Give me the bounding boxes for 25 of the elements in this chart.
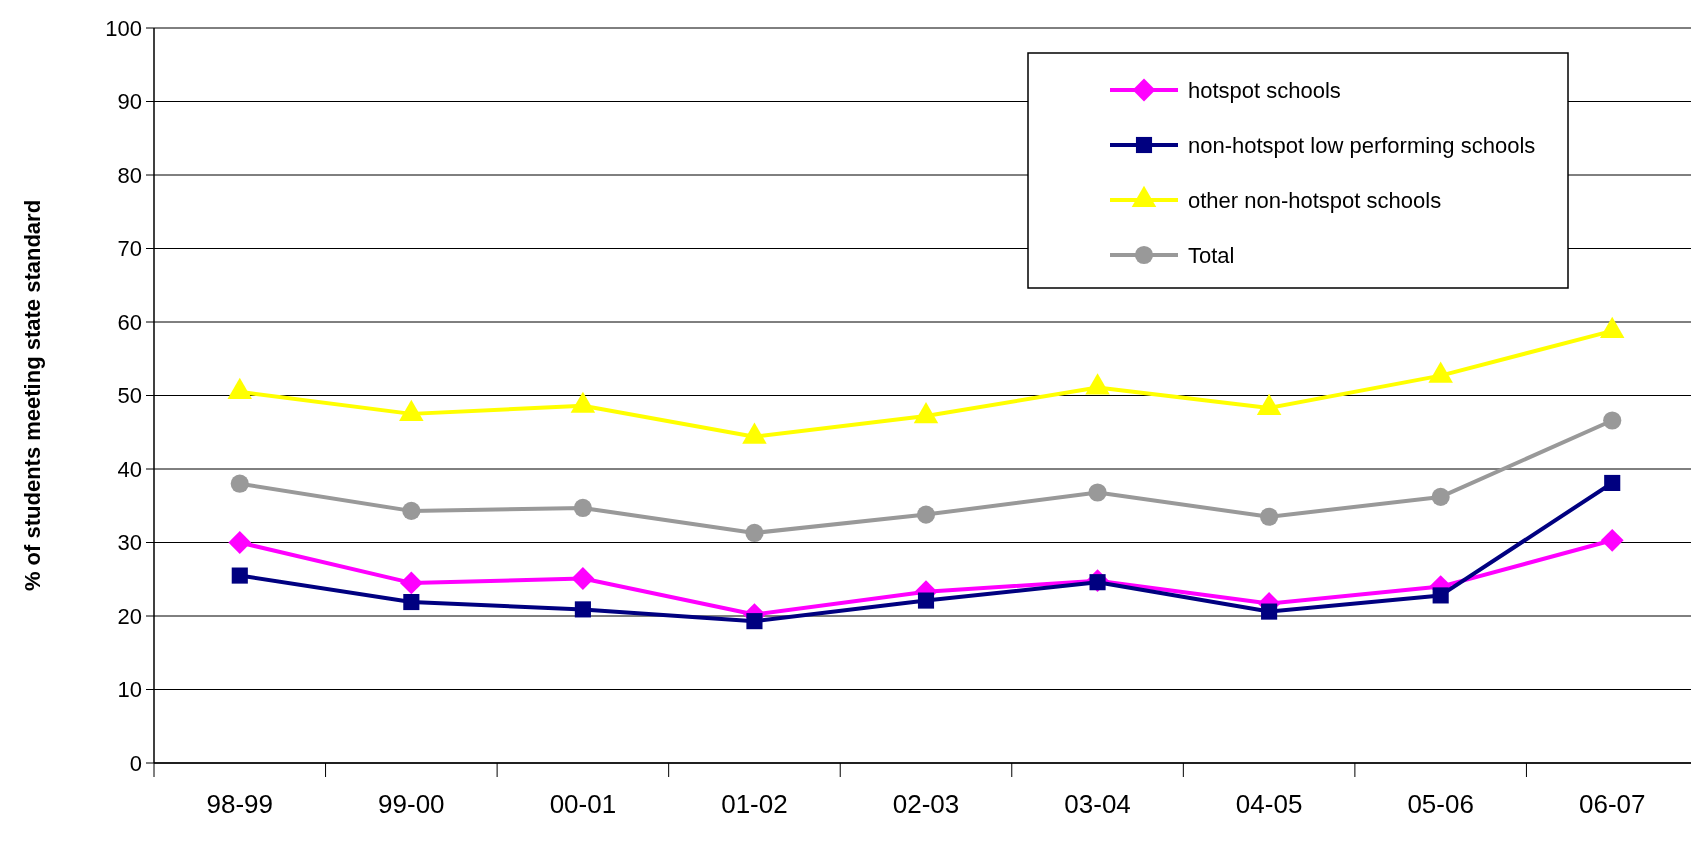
x-tick-label: 04-05 — [1235, 789, 1303, 819]
x-tick-label: 02-03 — [892, 789, 960, 819]
y-tick-label: 40 — [117, 456, 142, 482]
x-tick-label: 98-99 — [206, 789, 274, 819]
y-tick-label: 60 — [117, 309, 142, 335]
x-tick-label: 05-06 — [1407, 789, 1474, 819]
legend-label: Total — [1188, 242, 1235, 268]
y-tick-label: 100 — [105, 15, 142, 41]
x-tick-label: 01-02 — [721, 789, 788, 819]
x-tick-label: 06-07 — [1578, 789, 1646, 819]
y-axis-title: % of students meeting state standard — [20, 199, 45, 592]
legend-label: non-hotspot low performing schools — [1188, 132, 1536, 158]
y-tick-label: 0 — [129, 750, 142, 776]
y-tick-label: 50 — [117, 383, 142, 409]
y-tick-label: 30 — [117, 530, 142, 556]
y-tick-label: 80 — [117, 162, 142, 188]
x-tick-label: 03-04 — [1064, 789, 1131, 819]
legend-label: hotspot schools — [1188, 77, 1341, 103]
y-tick-label: 70 — [117, 236, 142, 262]
y-tick-label: 10 — [117, 677, 142, 703]
legend-label: other non-hotspot schools — [1188, 187, 1442, 213]
y-tick-label: 20 — [117, 603, 142, 629]
y-tick-label: 90 — [117, 89, 142, 115]
x-tick-label: 99-00 — [378, 789, 445, 819]
x-tick-label: 00-01 — [549, 789, 617, 819]
